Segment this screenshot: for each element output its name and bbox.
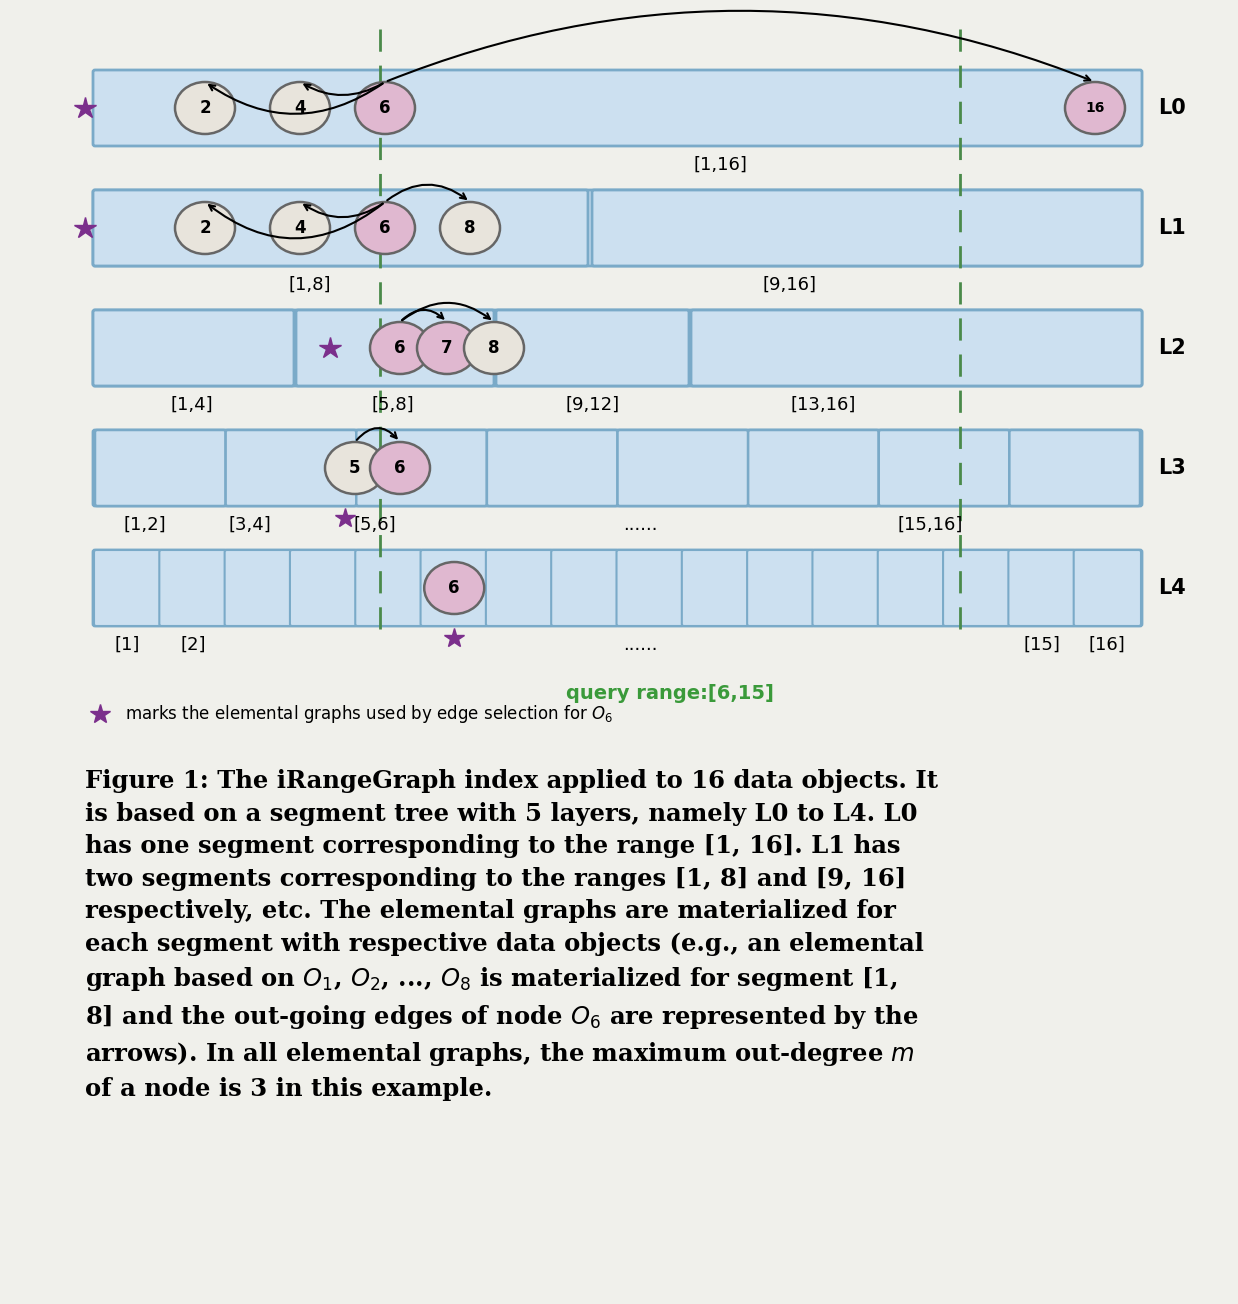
FancyBboxPatch shape bbox=[224, 550, 292, 626]
FancyBboxPatch shape bbox=[617, 550, 683, 626]
Text: ......: ...... bbox=[623, 636, 657, 655]
Text: [1,2]: [1,2] bbox=[124, 516, 166, 535]
FancyBboxPatch shape bbox=[812, 550, 880, 626]
Ellipse shape bbox=[175, 202, 235, 254]
Ellipse shape bbox=[464, 322, 524, 374]
FancyBboxPatch shape bbox=[93, 430, 1141, 506]
Text: 6: 6 bbox=[394, 459, 406, 477]
FancyBboxPatch shape bbox=[355, 550, 422, 626]
FancyBboxPatch shape bbox=[93, 310, 1141, 386]
Text: L3: L3 bbox=[1158, 458, 1186, 479]
Text: [1,16]: [1,16] bbox=[693, 156, 747, 173]
FancyBboxPatch shape bbox=[95, 430, 225, 506]
Text: [1,4]: [1,4] bbox=[171, 396, 213, 413]
Text: 6: 6 bbox=[448, 579, 461, 597]
Text: 2: 2 bbox=[199, 219, 210, 237]
FancyBboxPatch shape bbox=[618, 430, 748, 506]
FancyBboxPatch shape bbox=[879, 430, 1009, 506]
Text: [15]: [15] bbox=[1024, 636, 1061, 655]
FancyBboxPatch shape bbox=[1073, 550, 1141, 626]
FancyBboxPatch shape bbox=[878, 550, 945, 626]
Ellipse shape bbox=[439, 202, 500, 254]
Text: [1]: [1] bbox=[115, 636, 140, 655]
FancyBboxPatch shape bbox=[93, 190, 1141, 266]
FancyBboxPatch shape bbox=[943, 550, 1010, 626]
Ellipse shape bbox=[370, 442, 430, 494]
FancyBboxPatch shape bbox=[93, 550, 1141, 626]
FancyBboxPatch shape bbox=[94, 550, 161, 626]
FancyBboxPatch shape bbox=[93, 70, 1141, 146]
FancyBboxPatch shape bbox=[160, 550, 227, 626]
Text: [15,16]: [15,16] bbox=[898, 516, 963, 535]
FancyBboxPatch shape bbox=[682, 550, 749, 626]
Text: query range:[6,15]: query range:[6,15] bbox=[566, 685, 774, 703]
Text: 16: 16 bbox=[1086, 100, 1104, 115]
Text: [13,16]: [13,16] bbox=[790, 396, 855, 413]
Ellipse shape bbox=[355, 82, 415, 134]
Text: 5: 5 bbox=[349, 459, 360, 477]
FancyBboxPatch shape bbox=[748, 430, 879, 506]
Text: marks the elemental graphs used by edge selection for $O_6$: marks the elemental graphs used by edge … bbox=[125, 703, 613, 725]
FancyBboxPatch shape bbox=[485, 550, 553, 626]
Text: [16]: [16] bbox=[1089, 636, 1125, 655]
Text: [2]: [2] bbox=[181, 636, 206, 655]
Ellipse shape bbox=[1065, 82, 1125, 134]
Ellipse shape bbox=[425, 562, 484, 614]
Text: ......: ...... bbox=[623, 516, 657, 535]
Text: 6: 6 bbox=[379, 219, 391, 237]
FancyBboxPatch shape bbox=[487, 430, 618, 506]
Ellipse shape bbox=[175, 82, 235, 134]
Text: 7: 7 bbox=[441, 339, 453, 357]
Ellipse shape bbox=[417, 322, 477, 374]
Text: 6: 6 bbox=[379, 99, 391, 117]
FancyBboxPatch shape bbox=[225, 430, 357, 506]
Text: 4: 4 bbox=[295, 219, 306, 237]
FancyBboxPatch shape bbox=[296, 310, 494, 386]
FancyBboxPatch shape bbox=[421, 550, 488, 626]
FancyBboxPatch shape bbox=[93, 190, 588, 266]
Text: L4: L4 bbox=[1158, 578, 1186, 599]
Ellipse shape bbox=[270, 82, 331, 134]
Text: [5,8]: [5,8] bbox=[371, 396, 415, 413]
FancyBboxPatch shape bbox=[1009, 550, 1076, 626]
FancyBboxPatch shape bbox=[747, 550, 815, 626]
Text: Figure 1: The iRangeGraph index applied to 16 data objects. It
is based on a seg: Figure 1: The iRangeGraph index applied … bbox=[85, 769, 938, 1101]
FancyBboxPatch shape bbox=[496, 310, 690, 386]
FancyBboxPatch shape bbox=[592, 190, 1141, 266]
Text: 8: 8 bbox=[488, 339, 500, 357]
Text: L2: L2 bbox=[1158, 338, 1186, 359]
Text: L0: L0 bbox=[1158, 98, 1186, 117]
FancyBboxPatch shape bbox=[290, 550, 358, 626]
Ellipse shape bbox=[270, 202, 331, 254]
Text: 6: 6 bbox=[394, 339, 406, 357]
Text: [3,4]: [3,4] bbox=[229, 516, 271, 535]
FancyBboxPatch shape bbox=[93, 310, 293, 386]
FancyBboxPatch shape bbox=[1009, 430, 1140, 506]
Ellipse shape bbox=[355, 202, 415, 254]
Ellipse shape bbox=[326, 442, 385, 494]
Text: [1,8]: [1,8] bbox=[288, 276, 332, 293]
FancyBboxPatch shape bbox=[551, 550, 619, 626]
FancyBboxPatch shape bbox=[357, 430, 487, 506]
Text: [5,6]: [5,6] bbox=[354, 516, 396, 535]
Text: [9,16]: [9,16] bbox=[763, 276, 817, 293]
Ellipse shape bbox=[370, 322, 430, 374]
FancyBboxPatch shape bbox=[691, 310, 1141, 386]
Text: L1: L1 bbox=[1158, 218, 1186, 239]
Text: 4: 4 bbox=[295, 99, 306, 117]
Text: [9,12]: [9,12] bbox=[566, 396, 620, 413]
Text: 8: 8 bbox=[464, 219, 475, 237]
Text: 2: 2 bbox=[199, 99, 210, 117]
